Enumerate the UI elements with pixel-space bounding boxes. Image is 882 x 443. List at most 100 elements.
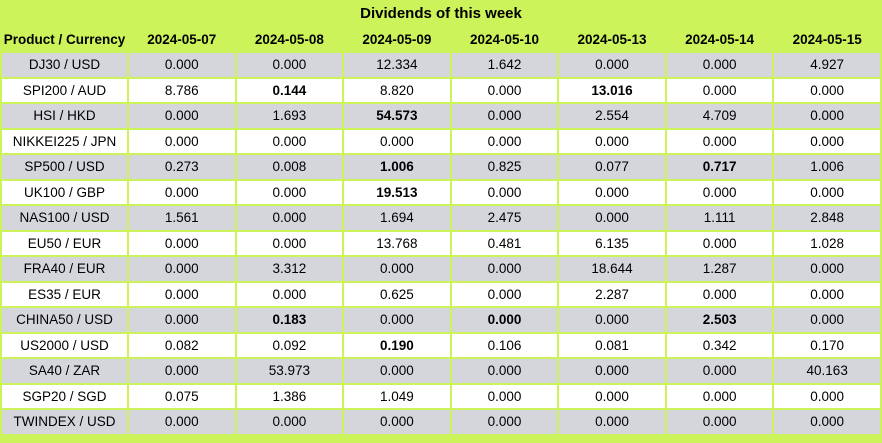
value-cell: 0.000 <box>559 359 665 383</box>
value-cell: 3.312 <box>236 257 343 281</box>
value-cell: 0.000 <box>666 359 773 383</box>
product-cell: HSI / HKD <box>2 104 127 128</box>
value-cell: 0.000 <box>559 384 665 408</box>
value-cell: 13.768 <box>344 231 450 255</box>
value-cell: 8.786 <box>129 78 235 102</box>
value-cell: 0.106 <box>451 333 558 357</box>
value-cell: 0.000 <box>774 78 880 102</box>
product-cell: SGP20 / SGD <box>2 384 127 408</box>
value-cell: 0.717 <box>666 155 773 179</box>
value-cell: 0.000 <box>559 308 665 332</box>
value-cell: 0.000 <box>129 282 235 306</box>
value-cell: 0.000 <box>451 78 558 102</box>
product-cell: SA40 / ZAR <box>2 359 127 383</box>
table-row: NIKKEI225 / JPN 0.000 0.000 0.000 0.000 0.000… <box>2 129 880 153</box>
value-cell: 0.190 <box>344 333 450 357</box>
product-cell: US2000 / USD <box>2 333 127 357</box>
value-cell: 0.000 <box>129 410 235 434</box>
product-cell: EU50 / EUR <box>2 231 127 255</box>
value-cell: 0.000 <box>344 359 450 383</box>
value-cell: 1.287 <box>666 257 773 281</box>
value-cell: 0.081 <box>559 333 665 357</box>
table-row: UK100 / GBP 0.000 0.000 19.513 0.000 0.000 0.0… <box>2 180 880 204</box>
value-cell: 0.000 <box>559 206 665 230</box>
value-cell: 0.000 <box>451 282 558 306</box>
value-cell: 0.000 <box>451 359 558 383</box>
value-cell: 40.163 <box>774 359 880 383</box>
table-row: SP500 / USD 0.273 0.008 1.006 0.825 0.077 0.71… <box>2 155 880 179</box>
value-cell: 0.000 <box>129 129 235 153</box>
value-cell: 0.000 <box>666 129 773 153</box>
column-header-date-5: 2024-05-13 <box>577 32 647 47</box>
column-header-date-7: 2024-05-15 <box>792 32 862 47</box>
product-cell: FRA40 / EUR <box>2 257 127 281</box>
product-cell: UK100 / GBP <box>2 180 127 204</box>
product-cell: DJ30 / USD <box>2 53 127 77</box>
value-cell: 0.000 <box>451 104 558 128</box>
value-cell: 0.000 <box>344 308 450 332</box>
value-cell: 0.000 <box>344 257 450 281</box>
column-header-date-3: 2024-05-09 <box>362 32 432 47</box>
value-cell: 0.625 <box>344 282 450 306</box>
product-cell: ES35 / EUR <box>2 282 127 306</box>
value-cell: 1.028 <box>774 231 880 255</box>
table-row: SGP20 / SGD 0.075 1.386 1.049 0.000 0.000 0.00… <box>2 384 880 408</box>
value-cell: 0.000 <box>236 53 343 77</box>
value-cell: 0.000 <box>236 231 343 255</box>
value-cell: 1.049 <box>344 384 450 408</box>
table-row: SA40 / ZAR 0.000 53.973 0.000 0.000 0.000 0.00… <box>2 359 880 383</box>
value-cell: 8.820 <box>344 78 450 102</box>
value-cell: 0.000 <box>774 282 880 306</box>
value-cell: 1.694 <box>344 206 450 230</box>
value-cell: 0.825 <box>451 155 558 179</box>
value-cell: 1.111 <box>666 206 773 230</box>
value-cell: 0.000 <box>774 308 880 332</box>
value-cell: 0.000 <box>559 180 665 204</box>
value-cell: 0.000 <box>559 410 665 434</box>
table-body: DJ30 / USD 0.000 0.000 12.334 1.642 0.000 0.00… <box>2 53 880 434</box>
value-cell: 0.000 <box>666 410 773 434</box>
table-row: EU50 / EUR 0.000 0.000 13.768 0.481 6.135 0.00… <box>2 231 880 255</box>
value-cell: 0.000 <box>236 282 343 306</box>
dividends-table: Product / Currency 2024-05-07 2024-05-08… <box>0 26 882 436</box>
value-cell: 0.000 <box>344 410 450 434</box>
value-cell: 53.973 <box>236 359 343 383</box>
value-cell: 0.000 <box>129 53 235 77</box>
header-row: Product / Currency 2024-05-07 2024-05-08… <box>2 28 880 51</box>
value-cell: 0.008 <box>236 155 343 179</box>
value-cell: 1.386 <box>236 384 343 408</box>
value-cell: 0.000 <box>774 129 880 153</box>
table-row: TWINDEX / USD 0.000 0.000 0.000 0.000 0.000 0.… <box>2 410 880 434</box>
column-header-product: Product / Currency <box>3 32 126 47</box>
value-cell: 0.000 <box>236 180 343 204</box>
value-cell: 0.000 <box>129 231 235 255</box>
value-cell: 0.000 <box>559 129 665 153</box>
value-cell: 0.000 <box>451 129 558 153</box>
product-cell: CHINA50 / USD <box>2 308 127 332</box>
value-cell: 12.334 <box>344 53 450 77</box>
value-cell: 1.693 <box>236 104 343 128</box>
value-cell: 0.000 <box>451 180 558 204</box>
column-header-date-4: 2024-05-10 <box>469 32 539 47</box>
value-cell: 2.554 <box>559 104 665 128</box>
table-row: DJ30 / USD 0.000 0.000 12.334 1.642 0.000 0.00… <box>2 53 880 77</box>
value-cell: 1.642 <box>451 53 558 77</box>
value-cell: 0.000 <box>559 53 665 77</box>
value-cell: 4.927 <box>774 53 880 77</box>
value-cell: 0.000 <box>129 257 235 281</box>
table-row: SPI200 / AUD 8.786 0.144 8.820 0.000 13.016 0.… <box>2 78 880 102</box>
product-cell: TWINDEX / USD <box>2 410 127 434</box>
value-cell: 0.082 <box>129 333 235 357</box>
value-cell: 0.000 <box>344 129 450 153</box>
value-cell: 0.273 <box>129 155 235 179</box>
value-cell: 0.000 <box>666 53 773 77</box>
value-cell: 54.573 <box>344 104 450 128</box>
value-cell: 0.000 <box>774 180 880 204</box>
value-cell: 19.513 <box>344 180 450 204</box>
value-cell: 0.000 <box>774 257 880 281</box>
value-cell: 2.503 <box>666 308 773 332</box>
value-cell: 1.006 <box>774 155 880 179</box>
value-cell: 0.000 <box>666 231 773 255</box>
value-cell: 0.000 <box>129 308 235 332</box>
table-row: FRA40 / EUR 0.000 3.312 0.000 0.000 18.644 1.2… <box>2 257 880 281</box>
